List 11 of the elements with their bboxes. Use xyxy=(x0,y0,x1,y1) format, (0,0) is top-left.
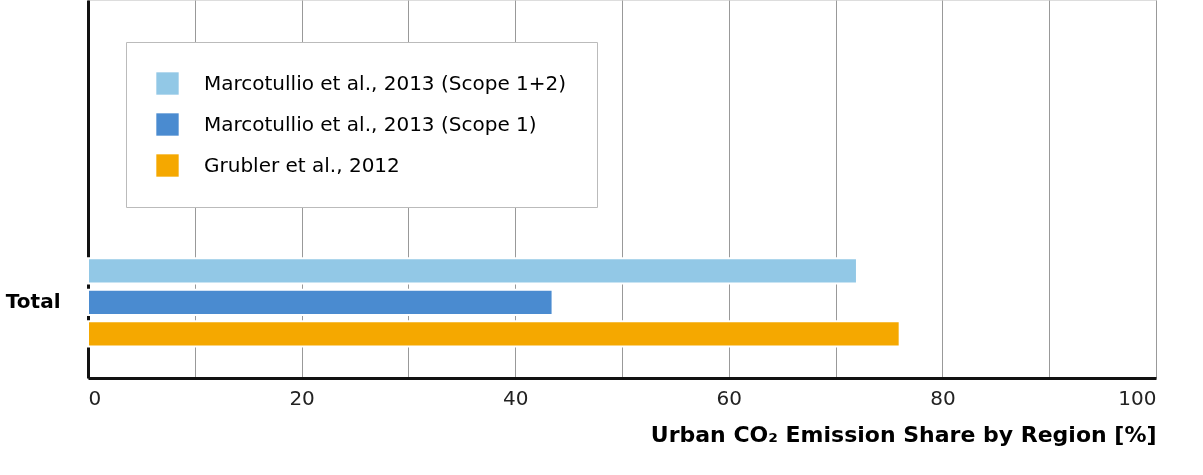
x-tick-label: 80 xyxy=(930,385,956,410)
x-tick-label: 40 xyxy=(502,385,529,410)
legend-label: Grubler et al., 2012 xyxy=(204,152,400,177)
x-tick-label: 0 xyxy=(88,385,102,410)
legend-label: Marcotullio et al., 2013 (Scope 1+2) xyxy=(204,70,567,95)
x-tick-label: 100 xyxy=(1118,385,1157,410)
x-tick-label: 60 xyxy=(716,385,743,410)
x-tick-label: 20 xyxy=(289,385,315,410)
x-axis-title: Urban CO₂ Emission Share by Region [%] xyxy=(650,421,1157,447)
y-tick-label: Total xyxy=(5,289,61,314)
legend-label: Marcotullio et al., 2013 (Scope 1) xyxy=(204,111,537,136)
